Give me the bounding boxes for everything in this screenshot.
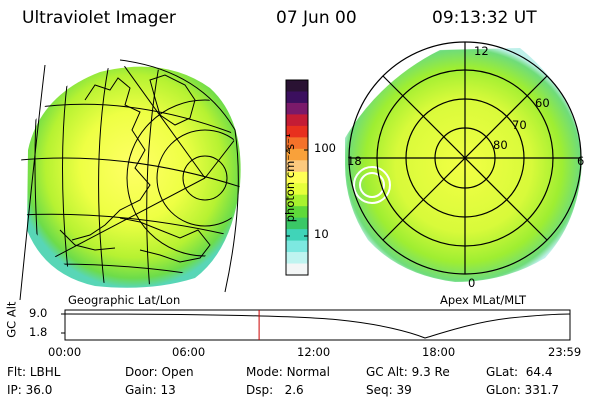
colorbar-band: [286, 80, 308, 93]
colorbar-band: [286, 263, 308, 276]
mlt-label-6: 6: [577, 154, 585, 168]
mlt-label-18: 18: [347, 154, 362, 168]
auroral-image-polar: [345, 48, 582, 282]
glon-value: 331.7: [524, 383, 559, 397]
colorbar-band: [286, 91, 308, 104]
timeline-xtick-1800: 18:00: [422, 345, 456, 359]
geographic-map: [19, 59, 241, 301]
seq-label: Seq:: [366, 383, 393, 397]
gain-label: Gain:: [125, 383, 157, 397]
colorbar-frame: [285, 79, 309, 276]
glon-label: GLon:: [486, 383, 521, 397]
colorbar-band: [286, 160, 308, 173]
instrument-title: Ultraviolet Imager: [22, 8, 176, 28]
timeline: [61, 309, 571, 341]
time-label: 09:13:32 UT: [432, 8, 537, 28]
auroral-image-geo: [27, 66, 241, 288]
edge-arcs: [353, 166, 391, 204]
colorbar-band: [286, 229, 308, 242]
timeline-xtick-2359: 23:59: [548, 345, 582, 359]
ip-value: 36.0: [25, 383, 53, 397]
timeline-xtick-0600: 06:00: [172, 345, 206, 359]
mode-value: Normal: [286, 365, 330, 379]
timeline-ytick-top: 9.0: [29, 306, 48, 320]
seq-value: 39: [396, 383, 412, 397]
colorbar-band: [286, 194, 308, 207]
mlt-label-12: 12: [474, 44, 489, 58]
colorbar-tick-10: 10: [314, 227, 329, 241]
mlt-label-0: 0: [468, 276, 476, 290]
lat-label-70: 70: [512, 118, 527, 132]
colorbar-band: [286, 183, 308, 196]
ip-label: IP:: [7, 383, 22, 397]
timeline-ylabel: GC Alt: [4, 301, 19, 338]
door-value: Open: [161, 365, 194, 379]
colorbar-band: [286, 240, 308, 253]
flt-label: Flt:: [7, 365, 26, 379]
polar-caption: Apex MLat/MLT: [440, 293, 527, 307]
colorbar-band: [286, 102, 308, 116]
gain-value: 13: [160, 383, 176, 397]
geo-caption: Geographic Lat/Lon: [68, 293, 181, 307]
colorbar-band: [286, 148, 308, 161]
colorbar-band: [286, 206, 308, 219]
lat-label-80: 80: [493, 138, 508, 152]
glat-label: GLat:: [486, 365, 519, 379]
gcalt-label: GC Alt:: [366, 365, 408, 379]
altitude-curve: [64, 313, 571, 339]
colorbar-band: [286, 125, 308, 138]
lat-label-60: 60: [535, 96, 550, 110]
colorbar-unit-label: photon cm⁻²s⁻¹: [282, 133, 297, 223]
colorbar-band: [286, 252, 308, 265]
colorbar-ticks: [286, 149, 308, 237]
flt-value: LBHL: [29, 365, 61, 379]
colorbar-band: [286, 171, 308, 184]
colorbar: [286, 80, 308, 276]
timeline-xtick-0000: 00:00: [48, 345, 82, 359]
glat-value: 64.4: [525, 365, 553, 379]
polar-plot: [345, 41, 582, 282]
door-label: Door:: [125, 365, 158, 379]
mode-label: Mode:: [246, 365, 283, 379]
colorbar-band: [286, 114, 308, 127]
dsp-value: 2.6: [284, 383, 304, 397]
date-label: 07 Jun 00: [276, 8, 357, 28]
colorbar-band: [286, 217, 308, 230]
colorbar-tick-100: 100: [314, 141, 336, 155]
gcalt-value: 9.3 Re: [411, 365, 450, 379]
colorbar-band: [286, 137, 308, 150]
dsp-label: Dsp:: [246, 383, 274, 397]
timeline-ytick-bottom: 1.8: [29, 325, 48, 339]
timeline-xtick-1200: 12:00: [297, 345, 331, 359]
